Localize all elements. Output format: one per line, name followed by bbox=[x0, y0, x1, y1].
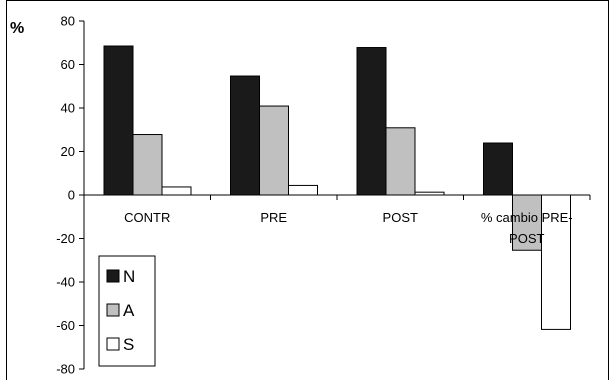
legend-swatch-n bbox=[106, 269, 120, 283]
y-tick-label: 40 bbox=[61, 101, 75, 116]
chart-frame bbox=[6, 0, 609, 380]
legend-swatch-s bbox=[106, 337, 120, 351]
bar-a bbox=[132, 134, 163, 196]
y-tick-label: 60 bbox=[61, 57, 75, 72]
y-tick-label: -40 bbox=[56, 275, 75, 290]
legend-label-s: S bbox=[123, 335, 134, 354]
bar-n bbox=[483, 142, 513, 196]
legend-label-n: N bbox=[123, 267, 135, 286]
bar-a bbox=[385, 127, 416, 196]
bar-a bbox=[512, 194, 542, 251]
category-label: POST bbox=[509, 231, 544, 246]
y-tick-label: -60 bbox=[56, 318, 75, 333]
y-tick-label: 20 bbox=[61, 144, 75, 159]
y-tick-label: 80 bbox=[61, 14, 75, 29]
bar-s bbox=[288, 184, 318, 196]
legend-label-a: A bbox=[123, 301, 135, 320]
category-label: CONTR bbox=[124, 210, 170, 225]
bar-s bbox=[161, 186, 192, 196]
bar-n bbox=[230, 75, 260, 196]
category-label: % cambio PRE- bbox=[481, 210, 573, 225]
category-label: POST bbox=[383, 210, 418, 225]
y-tick-label: -80 bbox=[56, 362, 75, 377]
category-label: PRE bbox=[260, 210, 287, 225]
bar-n bbox=[356, 47, 387, 196]
y-tick-label: 0 bbox=[68, 188, 75, 203]
bar-n bbox=[103, 45, 134, 196]
bar-a bbox=[259, 105, 289, 196]
legend-swatch-a bbox=[106, 303, 120, 317]
bar-s bbox=[541, 194, 571, 330]
y-tick-label: -20 bbox=[56, 231, 75, 246]
y-axis-label: % bbox=[10, 20, 24, 37]
